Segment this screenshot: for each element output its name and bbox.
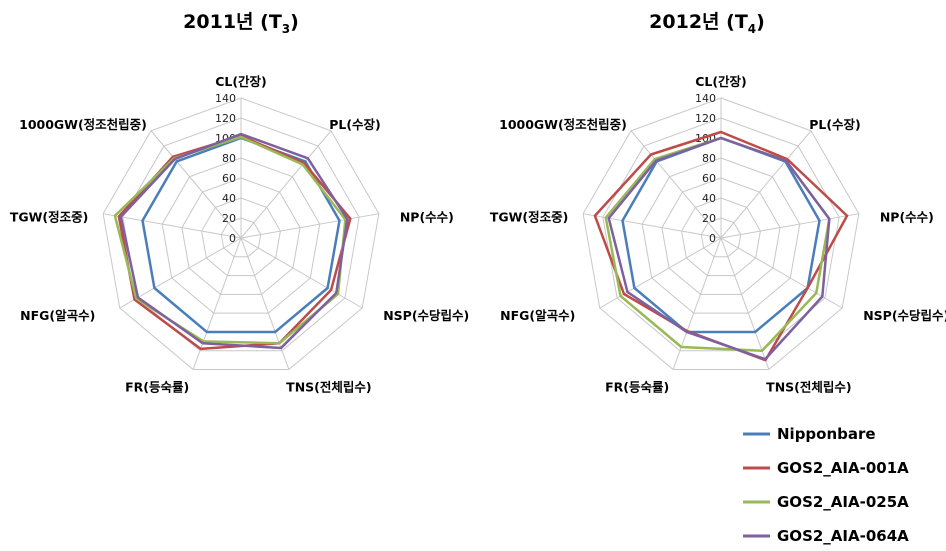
series-line xyxy=(113,135,347,345)
grid-ring xyxy=(102,97,380,371)
tick-label: 80 xyxy=(702,152,716,165)
tick-label: 120 xyxy=(215,112,236,125)
axis-spoke xyxy=(583,213,722,239)
tick-label: 40 xyxy=(702,192,716,205)
axis-label: TGW(정조중) xyxy=(10,210,89,225)
grid-ring xyxy=(220,217,262,258)
tick-label: 60 xyxy=(702,172,716,185)
axis-spoke xyxy=(720,237,770,370)
axis-spoke xyxy=(599,237,722,309)
axis-spoke xyxy=(720,213,859,239)
axis-spoke xyxy=(240,130,332,239)
grid-ring xyxy=(602,117,840,352)
axis-label: TNS(전체립수) xyxy=(766,380,851,395)
series-line xyxy=(119,132,349,350)
grid-ring xyxy=(181,177,301,295)
axis-label: PL(수장) xyxy=(329,117,381,132)
axis-label: CL(간장) xyxy=(215,74,267,89)
axis-label: FR(등숙률) xyxy=(605,380,669,395)
tick-label: 0 xyxy=(709,232,716,245)
tick-label: 20 xyxy=(222,212,236,225)
axis-label: TGW(정조중) xyxy=(490,210,569,225)
series-line xyxy=(607,136,831,361)
legend-label: GOS2_AIA-001A xyxy=(777,459,909,477)
series-line xyxy=(621,136,821,334)
axis-label: NSP(수당립수) xyxy=(863,308,946,323)
tick-label: 40 xyxy=(222,192,236,205)
axis-spoke xyxy=(119,237,242,309)
axis-label: NP(수수) xyxy=(880,210,934,225)
axis-label: PL(수장) xyxy=(809,117,861,132)
chart-title-2012: 2012년 (T4) xyxy=(649,11,765,36)
axis-label: CL(간장) xyxy=(695,74,747,89)
axis-label: FR(등숙률) xyxy=(125,380,189,395)
axis-label: NP(수수) xyxy=(400,210,454,225)
axis-label: NFG(알곡수) xyxy=(20,308,95,323)
tick-label: 120 xyxy=(695,112,716,125)
legend-label: GOS2_AIA-025A xyxy=(777,493,909,511)
axis-spoke xyxy=(240,213,379,239)
grid-ring xyxy=(582,97,860,371)
legend: Nipponbare GOS2_AIA-001A GOS2_AIA-025A GOS2… xyxy=(743,425,909,545)
grid-ring xyxy=(201,197,281,277)
tick-label: 60 xyxy=(222,172,236,185)
radar-chart-2012: 2012년 (T4) 020406080100120140CL(간장)PL(수장… xyxy=(490,11,946,395)
grid-ring xyxy=(641,157,801,314)
tick-label: 80 xyxy=(222,152,236,165)
tick-label: 140 xyxy=(695,92,716,105)
axis-spoke xyxy=(150,130,242,239)
axis-label: TNS(전체립수) xyxy=(286,380,371,395)
grid-ring xyxy=(700,217,742,258)
axis-label: 1000GW(정조천립중) xyxy=(499,117,627,132)
grid-ring xyxy=(681,197,761,277)
legend-label: GOS2_AIA-064A xyxy=(777,527,909,545)
grid-ring xyxy=(661,177,781,295)
chart-title-2011: 2011년 (T3) xyxy=(183,11,299,36)
legend-label: Nipponbare xyxy=(777,425,876,443)
tick-label: 140 xyxy=(215,92,236,105)
radar-chart-2011: 2011년 (T3) 020406080100120140CL(간장)PL(수장… xyxy=(10,11,469,395)
axis-spoke xyxy=(630,130,722,239)
axis-label: 1000GW(정조천립중) xyxy=(19,117,147,132)
grid-ring xyxy=(161,157,321,314)
axis-label: NSP(수당립수) xyxy=(383,308,469,323)
axis-spoke xyxy=(672,237,722,370)
tick-label: 20 xyxy=(702,212,716,225)
axis-spoke xyxy=(240,237,363,309)
axis-spoke xyxy=(103,213,242,239)
axis-label: NFG(알곡수) xyxy=(500,308,575,323)
grid-ring xyxy=(122,117,360,352)
axis-spoke xyxy=(720,130,812,239)
axis-spoke xyxy=(240,237,290,370)
tick-label: 0 xyxy=(229,232,236,245)
